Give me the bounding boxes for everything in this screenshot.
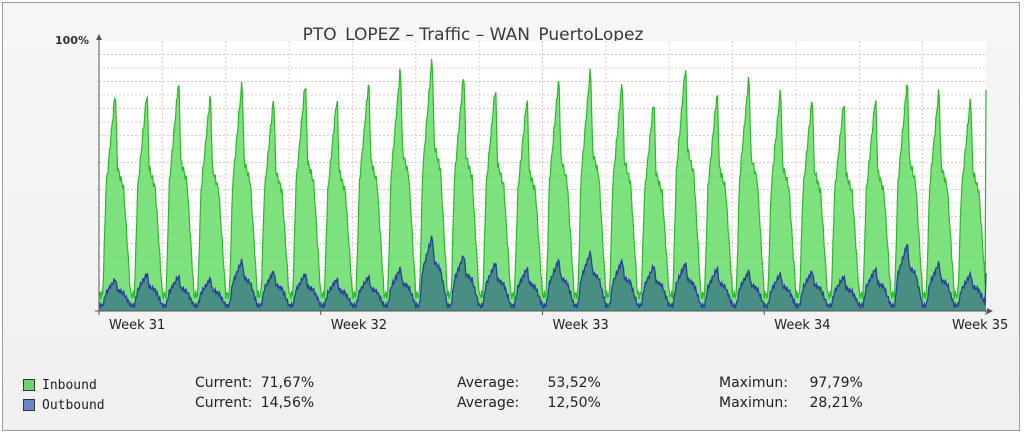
inbound-maximum-stat: Maximun: 97,79% (719, 375, 863, 391)
x-tick-label: Week 31 (109, 318, 165, 333)
inbound-maximum-value: 97,79% (809, 375, 863, 391)
chart-title: PTO_LOPEZ – Traffic – WAN_PuertoLopez (303, 25, 644, 45)
inbound-line (98, 58, 987, 300)
x-tick-label: Week 33 (553, 318, 609, 333)
inbound-swatch (23, 379, 35, 391)
inbound-average-stat: Average: 53,52% (457, 375, 601, 391)
inbound-current-value: 71,67% (260, 375, 315, 391)
stat-label: Maximun: (719, 395, 788, 411)
outbound-average-value: 12,50% (547, 395, 601, 411)
y-tick-label-100: 100% (55, 34, 89, 47)
x-axis-arrow (987, 308, 993, 314)
stat-label: Average: (457, 375, 520, 391)
stat-label: Maximun: (719, 375, 788, 391)
stat-label: Current: (195, 375, 253, 391)
stat-label: Current: (195, 395, 253, 411)
legend-label-inbound: Inbound (42, 377, 97, 393)
traffic-chart: PTO_LOPEZ – Traffic – WAN_PuertoLopez 10… (55, 25, 1008, 333)
inbound-current-stat: Current: 71,67% (195, 375, 314, 391)
outbound-area (99, 235, 986, 311)
inbound-average-value: 53,52% (547, 375, 601, 391)
legend: Inbound Outbound Current: 71,67% Current… (23, 375, 1003, 419)
outbound-maximum-stat: Maximun: 28,21% (719, 395, 863, 411)
outbound-swatch (23, 399, 35, 411)
outbound-current-stat: Current: 14,56% (195, 395, 314, 411)
outbound-line (98, 235, 987, 311)
legend-row-outbound: Outbound (23, 395, 105, 415)
x-axis-ticks: Week 31 Week 32 Week 33 Week 34 Week 35 (98, 311, 1008, 333)
legend-row-inbound: Inbound (23, 375, 97, 395)
x-tick-label: Week 35 (952, 318, 1008, 333)
outbound-average-stat: Average: 12,50% (457, 395, 601, 411)
outbound-maximum-value: 28,21% (809, 395, 863, 411)
outbound-current-value: 14,56% (260, 395, 315, 411)
x-tick-label: Week 32 (331, 318, 387, 333)
y-axis-arrow (96, 34, 102, 40)
plot-area (98, 58, 987, 311)
x-tick-label: Week 34 (774, 318, 830, 333)
stat-label: Average: (457, 395, 520, 411)
legend-label-outbound: Outbound (42, 397, 105, 413)
